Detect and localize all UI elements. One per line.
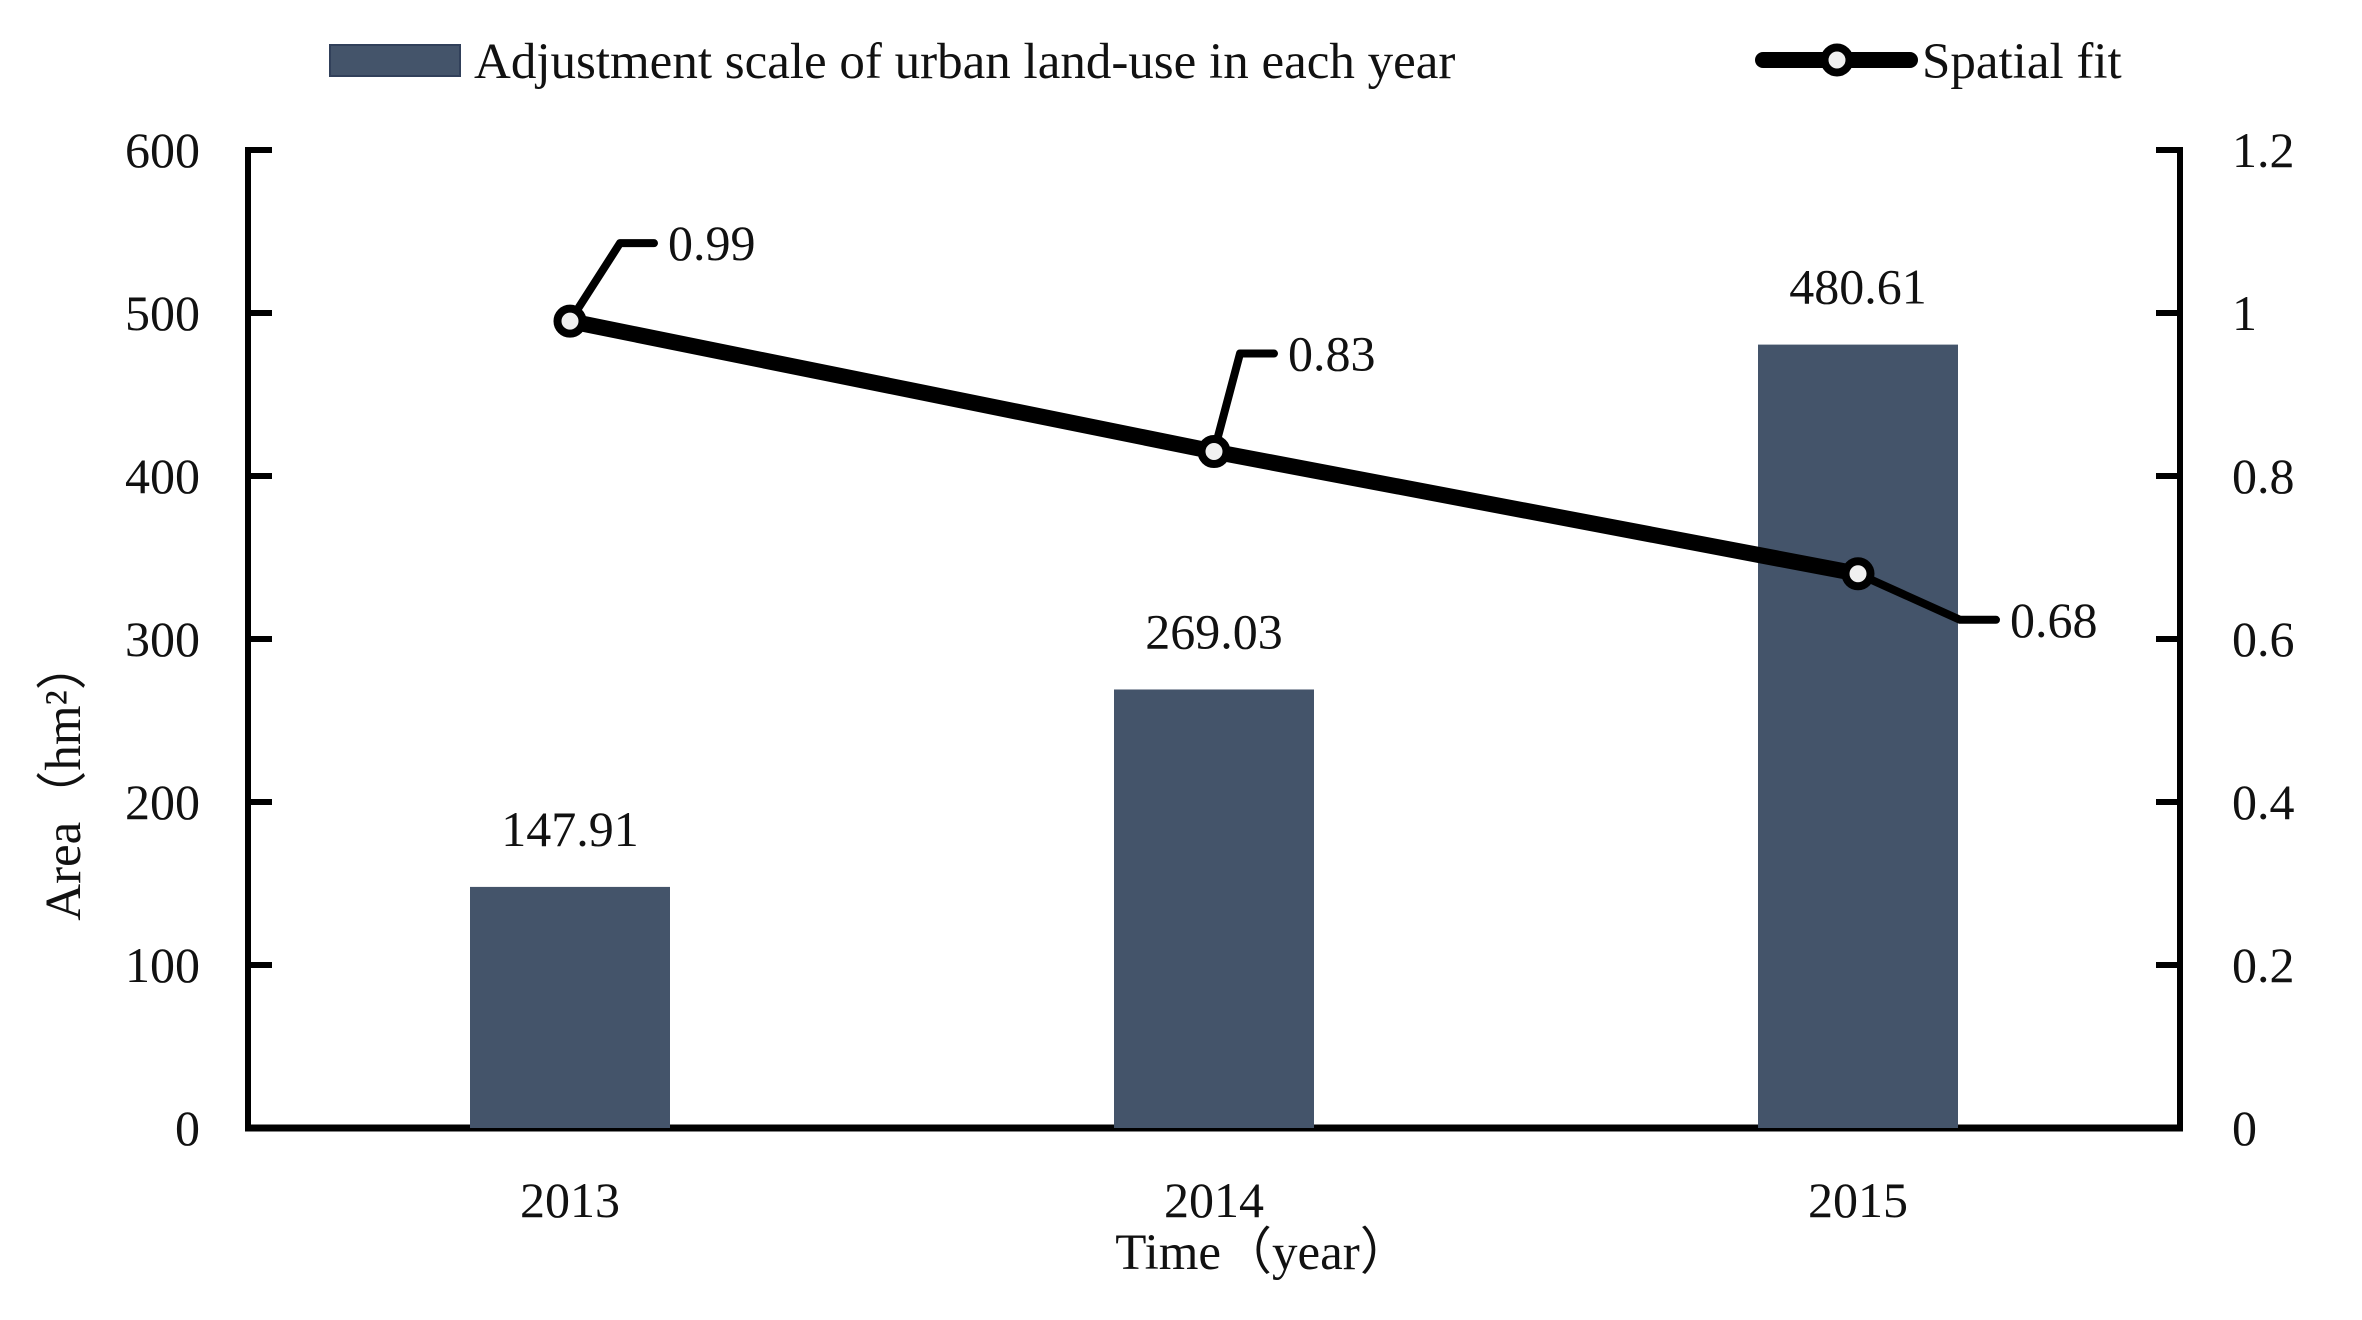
x-axis-tick-label: 2013 <box>520 1172 620 1228</box>
left-axis-tick-label: 500 <box>125 285 200 341</box>
bar-value-label: 269.03 <box>1145 603 1283 659</box>
x-axis-tick-label: 2015 <box>1808 1172 1908 1228</box>
callout-leader-line <box>1210 349 1278 456</box>
line-marker-2014 <box>1197 435 1231 469</box>
x-axis-tick-label: 2014 <box>1164 1172 1264 1228</box>
left-axis-tick-label: 300 <box>125 611 200 667</box>
line-marker-2015 <box>1841 557 1875 591</box>
y-axis-title: Area（hm²） <box>36 639 92 921</box>
legend-line-marker-icon <box>1820 43 1854 77</box>
left-axis-tick-label: 400 <box>125 448 200 504</box>
left-axis-tick-label: 200 <box>125 774 200 830</box>
callout-leader-line <box>566 239 658 326</box>
bar-2014 <box>1114 689 1314 1128</box>
legend-line-label: Spatial fit <box>1922 34 2122 90</box>
bar-2015 <box>1758 344 1958 1128</box>
line-value-label: 0.68 <box>2010 592 2098 648</box>
right-axis-tick-label: 0.6 <box>2232 611 2295 667</box>
bar-value-label: 480.61 <box>1789 259 1927 315</box>
bar-2013 <box>470 886 670 1128</box>
line-marker-2013 <box>553 304 587 338</box>
right-axis-tick-label: 0 <box>2232 1100 2257 1156</box>
right-axis-tick-label: 0.4 <box>2232 774 2295 830</box>
plot-area: 0 100 200 300 400 500 600 0 0.2 0.4 0.6 0.8 1 1.2 2013… <box>125 122 2295 1228</box>
left-axis-tick-label: 600 <box>125 122 200 178</box>
legend-bar-swatch-icon <box>329 44 461 77</box>
bar-value-label: 147.91 <box>501 801 639 857</box>
right-axis-tick-label: 1 <box>2232 285 2257 341</box>
line-value-label: 0.83 <box>1288 326 1376 382</box>
right-axis-tick-label: 1.2 <box>2232 122 2295 178</box>
left-axis-tick-label: 0 <box>175 1100 200 1156</box>
line-value-label: 0.99 <box>668 215 756 271</box>
legend: Adjustment scale of urban land-use in ea… <box>329 34 2122 90</box>
right-axis-tick-label: 0.8 <box>2232 448 2295 504</box>
right-axis-tick-label: 0.2 <box>2232 937 2295 993</box>
legend-bar-label: Adjustment scale of urban land-use in ea… <box>474 34 1455 90</box>
callout-leader-line <box>1854 569 2000 624</box>
left-axis-tick-label: 100 <box>125 937 200 993</box>
x-axis-title: Time（year） <box>1115 1225 1411 1281</box>
